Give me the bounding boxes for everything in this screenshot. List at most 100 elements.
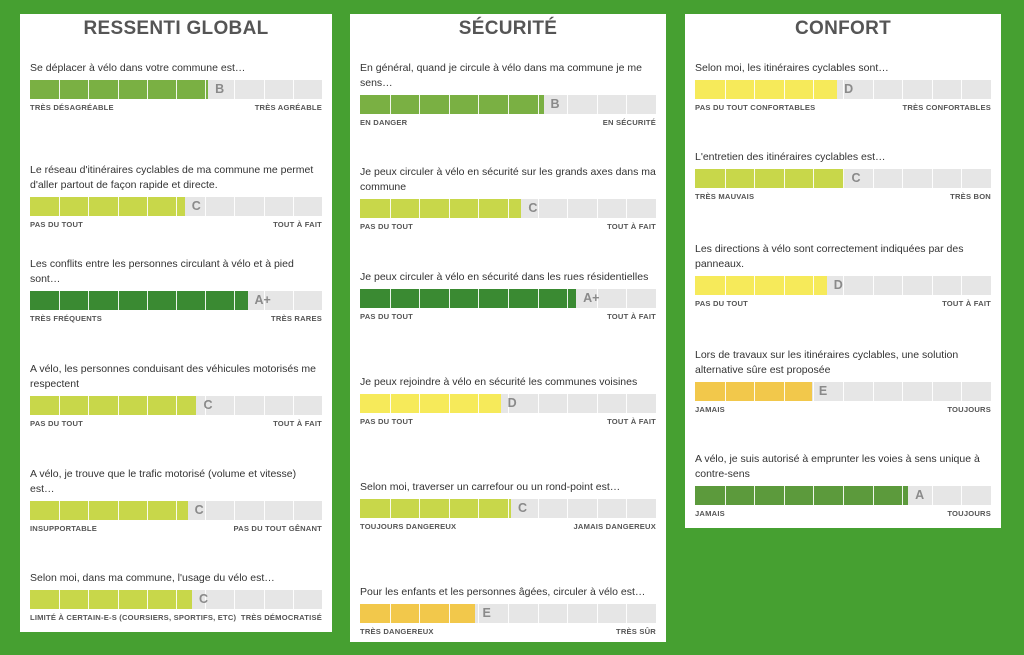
bar-segment-divider: [389, 199, 391, 218]
scale-min-label: TOUJOURS DANGEREUX: [360, 522, 457, 531]
bar-segment-divider: [567, 95, 569, 114]
scale-labels: PAS DU TOUT TOUT À FAIT: [695, 299, 991, 308]
bar-segment-divider: [146, 501, 148, 520]
bar-segment-divider: [176, 590, 177, 609]
survey-question: Se déplacer à vélo dans votre commune es…: [30, 61, 322, 112]
rating-bar: C: [360, 499, 656, 518]
bar-segment-divider: [961, 80, 963, 99]
bar-segment-divider: [88, 396, 90, 415]
bar-segment-divider: [234, 80, 236, 99]
survey-question: Selon moi, dans ma commune, l'usage du v…: [30, 571, 322, 622]
bar-segment-divider: [478, 289, 480, 308]
bar-segment-divider: [872, 276, 874, 295]
bar-segment-divider: [872, 80, 874, 99]
scale-labels: PAS DU TOUT TOUT À FAIT: [360, 222, 656, 231]
bar-segment-divider: [754, 486, 756, 505]
rating-bar: B: [30, 80, 322, 99]
question-text: A vélo, les personnes conduisant des véh…: [30, 363, 316, 390]
bar-segment-divider: [724, 382, 726, 401]
question-text: L'entretien des itinéraires cyclables es…: [695, 151, 886, 163]
bar-segment-divider: [448, 95, 450, 114]
bar-segment-divider: [783, 486, 785, 505]
bar-segment-divider: [205, 396, 207, 415]
bar-segment-divider: [626, 199, 628, 218]
scale-labels: TRÈS FRÉQUENTS TRÈS RARES: [30, 314, 322, 323]
scale-max-label: TOUT À FAIT: [273, 220, 322, 229]
rating-bar-fill: [695, 169, 845, 188]
survey-question: A vélo, je suis autorisé à emprunter les…: [695, 452, 991, 518]
bar-segment-divider: [419, 604, 421, 623]
bar-segment-divider: [205, 291, 207, 310]
bar-segment-divider: [88, 291, 90, 310]
scale-labels: PAS DU TOUT TOUT À FAIT: [360, 417, 656, 426]
bar-segment-divider: [843, 276, 844, 295]
bar-segment-divider: [117, 590, 119, 609]
bar-segment-divider: [292, 590, 294, 609]
survey-question: Selon moi, traverser un carrefour ou un …: [360, 480, 656, 531]
bar-segment-divider: [902, 382, 904, 401]
survey-question: A vélo, je trouve que le trafic motorisé…: [30, 467, 322, 533]
scale-max-label: TRÈS CONFORTABLES: [902, 103, 991, 112]
bar-segment-divider: [146, 396, 148, 415]
bar-segment-divider: [88, 590, 90, 609]
bar-segment-divider: [843, 80, 844, 99]
scale-min-label: PAS DU TOUT: [360, 222, 413, 231]
rating-bar: C: [30, 197, 322, 216]
grade-label: C: [528, 201, 538, 215]
bar-segment-divider: [508, 394, 509, 413]
scale-max-label: TRÈS SÛR: [616, 627, 656, 636]
bar-segment-divider: [508, 199, 509, 218]
bar-segment-divider: [961, 486, 963, 505]
scale-labels: TRÈS DÉSAGRÉABLE TRÈS AGRÉABLE: [30, 103, 322, 112]
bar-segment-divider: [537, 199, 539, 218]
rating-bar-fill: [30, 590, 193, 609]
scale-labels: TRÈS DANGEREUX TRÈS SÛR: [360, 627, 656, 636]
bar-segment-divider: [626, 289, 628, 308]
bar-segment-divider: [234, 501, 236, 520]
bar-segment-divider: [234, 590, 236, 609]
rating-bar: A+: [360, 289, 656, 308]
bar-segment-divider: [813, 80, 815, 99]
rating-bar-fill: [360, 95, 544, 114]
scale-labels: JAMAIS TOUJOURS: [695, 405, 991, 414]
bar-segment-divider: [961, 276, 963, 295]
bar-segment-divider: [389, 95, 391, 114]
bar-segment-divider: [783, 80, 785, 99]
scale-max-label: TOUT À FAIT: [607, 312, 656, 321]
bar-segment-divider: [263, 197, 265, 216]
bar-segment-divider: [176, 396, 177, 415]
bar-segment-divider: [931, 80, 933, 99]
bar-segment-divider: [117, 80, 119, 99]
scale-labels: PAS DU TOUT TOUT À FAIT: [30, 419, 322, 428]
bar-segment-divider: [176, 80, 177, 99]
scale-labels: LIMITÉ À CERTAIN-E-S (COURSIERS, SPORTIF…: [30, 613, 322, 622]
bar-segment-divider: [59, 590, 61, 609]
bar-segment-divider: [478, 499, 480, 518]
bar-segment-divider: [596, 604, 598, 623]
scale-min-label: PAS DU TOUT CONFORTABLES: [695, 103, 816, 112]
scale-min-label: PAS DU TOUT: [30, 419, 83, 428]
bar-segment-divider: [292, 501, 294, 520]
bar-segment-divider: [813, 276, 815, 295]
bar-segment-divider: [389, 289, 391, 308]
rating-bar: A: [695, 486, 991, 505]
survey-question: Les directions à vélo sont correctement …: [695, 242, 991, 308]
rating-bar: C: [695, 169, 991, 188]
bar-segment-divider: [88, 80, 90, 99]
bar-segment-divider: [931, 486, 933, 505]
bar-segment-divider: [872, 486, 874, 505]
bar-segment-divider: [88, 501, 90, 520]
bar-segment-divider: [783, 382, 785, 401]
bar-segment-divider: [117, 396, 119, 415]
bar-segment-divider: [59, 291, 61, 310]
bar-segment-divider: [292, 197, 294, 216]
scale-labels: TRÈS MAUVAIS TRÈS BON: [695, 192, 991, 201]
question-text: Selon moi, dans ma commune, l'usage du v…: [30, 572, 275, 584]
bar-segment-divider: [961, 169, 963, 188]
bar-segment-divider: [754, 382, 756, 401]
bar-segment-divider: [537, 604, 539, 623]
bar-segment-divider: [448, 199, 450, 218]
bar-segment-divider: [205, 501, 207, 520]
scale-max-label: TOUT À FAIT: [273, 419, 322, 428]
scale-min-label: TRÈS MAUVAIS: [695, 192, 755, 201]
